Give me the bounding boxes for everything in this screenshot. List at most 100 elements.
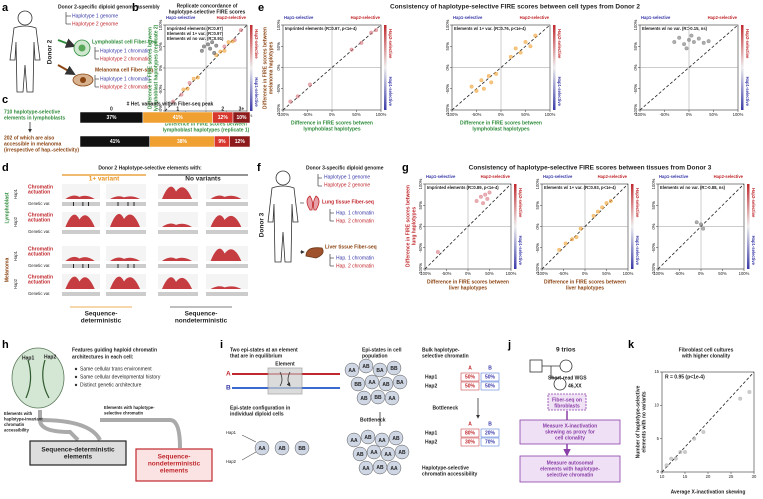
cell	[392, 374, 408, 390]
label: Hap2-selective	[388, 29, 393, 59]
label: Hap1	[22, 355, 34, 361]
label: Hap1	[13, 188, 18, 199]
panel-label: h	[2, 339, 9, 351]
x-tick-label: -50%	[660, 112, 670, 117]
label: 50%	[465, 383, 476, 389]
label: 100%	[276, 19, 281, 30]
cell	[386, 360, 402, 376]
diagonal	[661, 371, 755, 473]
value-label: 12%	[218, 115, 229, 121]
x-tick-label: 25	[729, 474, 734, 479]
label: 0%	[651, 223, 656, 229]
label: elements	[64, 454, 93, 461]
label: Consistency of haplotype-selective FIRE …	[469, 165, 712, 172]
label: B	[488, 421, 492, 427]
label: 30%	[465, 439, 476, 445]
label: lymphoblast haplotypes (replicate 1)	[163, 127, 250, 133]
point	[678, 450, 683, 454]
label: 0%	[158, 65, 163, 71]
label: -100%	[535, 263, 540, 275]
peak	[206, 195, 248, 199]
label: 46,XX	[568, 383, 582, 389]
label: population	[362, 353, 388, 359]
cell-state: AA	[384, 452, 392, 458]
label: Genetic var.	[28, 201, 50, 206]
x-tick-label: 100%	[623, 271, 634, 276]
label: A	[226, 371, 231, 378]
point	[692, 436, 697, 441]
label: -50%	[418, 243, 423, 253]
label: actuation	[28, 189, 50, 195]
category: 2	[221, 106, 224, 112]
label: Hap1-selective	[166, 15, 196, 20]
label: Difference in FIRE scores between	[405, 185, 411, 267]
variant-track	[206, 230, 248, 234]
point	[187, 81, 192, 85]
label: Hap1-selective	[388, 77, 393, 107]
label: Consistency of haplotype-selective FIRE …	[390, 4, 640, 11]
label: lung haplotypes	[411, 207, 417, 246]
label: nondeterministic	[148, 461, 201, 468]
x-tick-label: 50%	[718, 271, 727, 276]
cell	[386, 460, 402, 476]
point	[664, 463, 669, 468]
label: Sequence-	[85, 311, 118, 318]
x-tick-label: 50%	[602, 271, 611, 276]
track-bg	[62, 184, 100, 199]
variant-track	[62, 264, 100, 268]
label: Bulk haplotype-	[422, 347, 460, 353]
cell	[274, 440, 290, 456]
cell-state: AA	[258, 446, 266, 452]
point	[206, 42, 210, 47]
cell-state: AB	[364, 435, 372, 441]
label: Epi-state configuration in	[230, 405, 290, 411]
panel-label: f	[257, 162, 261, 174]
bar-segment	[232, 111, 251, 124]
point	[694, 220, 699, 225]
label: Hap2-selective	[481, 174, 511, 179]
label: -50%	[158, 84, 163, 94]
variant-track	[106, 230, 146, 234]
x-tick-label: 0%	[582, 271, 588, 276]
cell-state: BA	[396, 380, 404, 386]
label: Hap2-selective	[714, 174, 744, 179]
variant-track	[158, 230, 198, 234]
point	[528, 44, 533, 49]
y-tick-label: 5	[657, 436, 660, 441]
label: A	[468, 421, 472, 427]
label: Hap1-selective	[453, 15, 483, 20]
bullet	[74, 375, 78, 379]
label: Hap2	[425, 383, 437, 389]
point	[181, 87, 186, 92]
legend-entry: Imprinted elements (R=0.97)	[167, 26, 224, 31]
cell	[294, 440, 310, 456]
label: Chromatin	[28, 274, 53, 280]
label: Measure X-inactivation	[543, 423, 597, 429]
y-tick-label: 10	[654, 402, 659, 407]
label: Hap2-selective	[598, 174, 628, 179]
point	[483, 192, 488, 197]
cell-state: BB	[390, 366, 398, 372]
label: Chromatin	[28, 184, 53, 190]
label: Haplotype 1 genome	[72, 13, 118, 19]
panel-label: d	[2, 162, 9, 174]
label: chromatin	[4, 422, 25, 427]
x-tick-label: 100%	[506, 271, 517, 276]
variant-track	[106, 264, 146, 268]
point	[683, 450, 687, 454]
diagonal	[639, 24, 739, 111]
point	[701, 226, 706, 231]
point	[485, 196, 490, 201]
label: liver haplotypes	[566, 285, 604, 291]
point	[208, 46, 213, 51]
hap-arrow	[250, 25, 253, 111]
label: 100%	[418, 178, 423, 189]
label: Elements with	[4, 411, 33, 416]
label: Hap2-selective	[751, 188, 756, 218]
point	[489, 80, 494, 85]
label: 50%	[445, 42, 450, 51]
label: 0%	[535, 223, 540, 229]
cell-box	[460, 428, 480, 438]
variant-track	[206, 202, 248, 206]
cell	[384, 390, 400, 406]
